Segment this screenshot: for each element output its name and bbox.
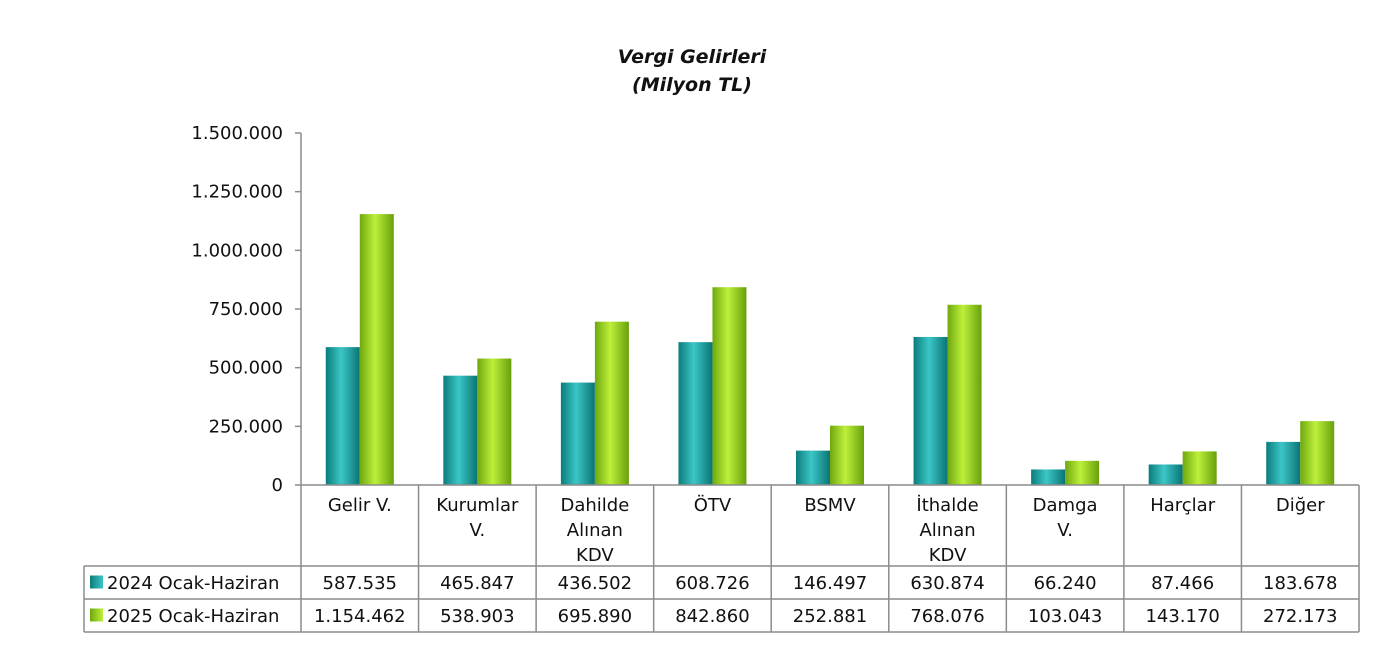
- data-label-2024: 608.726: [675, 573, 749, 594]
- bar-2024-4: [796, 450, 830, 485]
- bar-2025-5: [947, 304, 982, 485]
- bar-2024-5: [913, 336, 948, 485]
- legend-label-2025: 2025 Ocak-Haziran: [107, 606, 279, 627]
- category-label: Kurumlar V.: [436, 495, 519, 541]
- category-label: Harçlar: [1150, 495, 1215, 516]
- data-label-2024: 587.535: [323, 573, 397, 594]
- data-label-2025: 272.173: [1263, 606, 1337, 627]
- data-label-2025: 768.076: [910, 606, 984, 627]
- y-tick-label: 1.000.000: [191, 240, 283, 261]
- y-axis: 0 250.000 500.000 750.000 1.000.000 1.250.000…: [191, 123, 302, 496]
- data-label-2025: 143.170: [1145, 606, 1219, 627]
- bar-2025-7: [1182, 451, 1217, 485]
- y-tick-label: 500.000: [209, 358, 283, 379]
- data-table: Gelir V. Kurumlar V. Dahilde Alınan KDV ÖTV BSM…: [83, 484, 1360, 633]
- legend-swatch-2025: [90, 608, 103, 622]
- category-label: İthalde Alınan KDV: [916, 495, 978, 566]
- y-tick-label: 1.250.000: [191, 182, 283, 203]
- bar-2025-6: [1065, 460, 1100, 485]
- data-label-2025: 695.890: [558, 606, 632, 627]
- data-label-2024: 66.240: [1034, 573, 1097, 594]
- bar-2025-2: [594, 321, 629, 485]
- bar-2025-1: [477, 358, 512, 485]
- y-tick-label: 1.500.000: [191, 123, 283, 144]
- data-label-2025: 103.043: [1028, 606, 1102, 627]
- bars: [325, 214, 1335, 486]
- bar-2024-7: [1148, 464, 1183, 485]
- data-label-2024: 146.497: [793, 573, 867, 594]
- bar-2025-0: [359, 214, 394, 486]
- bar-2024-8: [1266, 441, 1301, 485]
- category-label: Damga V.: [1033, 495, 1098, 541]
- bar-2024-0: [325, 347, 360, 485]
- legend-label-2024: 2024 Ocak-Haziran: [107, 573, 279, 594]
- bar-2024-2: [560, 382, 595, 485]
- category-label: Dahilde Alınan KDV: [560, 495, 629, 566]
- category-label: Gelir V.: [328, 495, 392, 516]
- data-label-2024: 87.466: [1151, 573, 1214, 594]
- data-label-2024: 436.502: [558, 573, 632, 594]
- bar-2025-4: [830, 425, 864, 485]
- data-label-2025: 252.881: [793, 606, 867, 627]
- data-label-2025: 1.154.462: [314, 606, 406, 627]
- data-label-2024: 465.847: [440, 573, 514, 594]
- category-label: Diğer: [1276, 495, 1325, 516]
- category-label: ÖTV: [694, 494, 732, 516]
- y-tick-label: 750.000: [209, 299, 283, 320]
- data-label-2025: 538.903: [440, 606, 514, 627]
- bar-2024-6: [1031, 469, 1066, 485]
- chart-subtitle: (Milyon TL): [632, 74, 752, 96]
- data-label-2024: 630.874: [910, 573, 984, 594]
- bar-2024-3: [678, 342, 713, 485]
- y-tick-label: 0: [272, 475, 283, 496]
- legend-swatch-2024: [90, 575, 103, 589]
- chart-title: Vergi Gelirleri: [618, 46, 767, 68]
- data-label-2025: 842.860: [675, 606, 749, 627]
- data-label-2024: 183.678: [1263, 573, 1337, 594]
- bar-2025-8: [1300, 421, 1335, 485]
- bar-2024-1: [443, 375, 478, 485]
- category-label: BSMV: [804, 495, 856, 516]
- y-tick-label: 250.000: [209, 416, 283, 437]
- bar-2025-3: [712, 287, 747, 485]
